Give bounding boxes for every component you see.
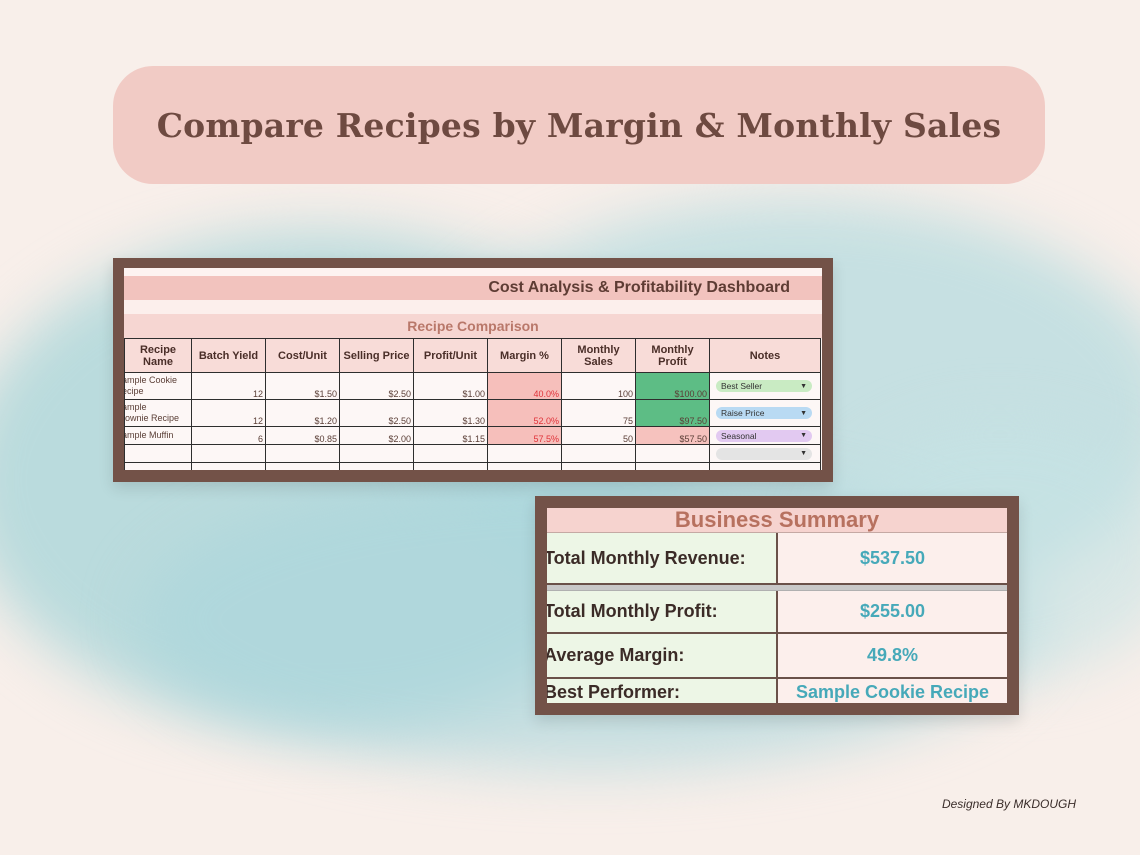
column-header[interactable]: Monthly Sales [561, 338, 636, 373]
notes-dropdown-empty[interactable]: ▼ [716, 447, 812, 460]
column-header[interactable]: Margin % [487, 338, 562, 373]
cost-unit-cell[interactable]: $1.20 [265, 399, 340, 427]
notes-cell[interactable]: Best Seller ▼ [709, 372, 821, 400]
business-summary-panel: Business Summary Total Monthly Revenue: … [535, 496, 1019, 715]
empty-cell[interactable] [191, 462, 266, 470]
column-header[interactable]: Batch Yield [191, 338, 266, 373]
empty-cell[interactable] [561, 444, 636, 463]
column-header[interactable]: Selling Price [339, 338, 414, 373]
summary-value-cell[interactable]: $255.00 [778, 591, 1007, 632]
empty-cell[interactable] [265, 444, 340, 463]
notes-cell[interactable]: ▼ [709, 444, 821, 463]
table-row: ample Cookieecipe 12 $1.50 $2.50 $1.00 4… [124, 372, 821, 400]
notes-dropdown[interactable]: Raise Price ▼ [716, 407, 812, 419]
margin-cell[interactable]: 57.5% [487, 426, 562, 445]
table-row: amplerownie Recipe 12 $1.20 $2.50 $1.30 … [124, 399, 821, 427]
table-row: ample Muffin 6 $0.85 $2.00 $1.15 57.5% 5… [124, 426, 821, 445]
profit-unit-cell[interactable]: $1.15 [413, 426, 488, 445]
margin-cell[interactable]: 40.0% [487, 372, 562, 400]
empty-cell[interactable] [339, 444, 414, 463]
summary-title-row: Business Summary [547, 508, 1007, 533]
notes-cell[interactable]: Raise Price ▼ [709, 399, 821, 427]
batch-yield-cell[interactable]: 12 [191, 399, 266, 427]
dropdown-arrow-icon[interactable]: ▼ [800, 450, 807, 457]
empty-cell[interactable] [487, 444, 562, 463]
summary-row-margin: Average Margin: 49.8% [547, 634, 1007, 679]
dashboard-title: Cost Analysis & Profitability Dashboard [488, 279, 790, 296]
monthly-sales-cell[interactable]: 50 [561, 426, 636, 445]
summary-row-best: Best Performer: Sample Cookie Recipe [547, 679, 1007, 703]
monthly-sales-cell[interactable]: 75 [561, 399, 636, 427]
batch-yield-cell[interactable]: 12 [191, 372, 266, 400]
summary-value-cell[interactable]: Sample Cookie Recipe [778, 679, 1007, 703]
monthly-sales-cell[interactable]: 100 [561, 372, 636, 400]
recipe-name-cell[interactable]: ample Cookieecipe [124, 372, 192, 400]
summary-value-cell[interactable]: $537.50 [778, 533, 1007, 583]
monthly-profit-cell[interactable]: $100.00 [635, 372, 710, 400]
selling-price-cell[interactable]: $2.00 [339, 426, 414, 445]
empty-cell[interactable] [413, 444, 488, 463]
section-header-row: Recipe Comparison [124, 314, 822, 338]
column-header[interactable]: Notes [709, 338, 821, 373]
column-header[interactable]: Monthly Profit [635, 338, 710, 373]
header-banner: Compare Recipes by Margin & Monthly Sale… [113, 66, 1045, 184]
batch-yield-cell[interactable]: 6 [191, 426, 266, 445]
summary-label-cell[interactable]: Best Performer: [547, 679, 778, 703]
header-row: Recipe Name Batch Yield Cost/Unit Sellin… [124, 338, 821, 373]
column-header[interactable]: Cost/Unit [265, 338, 340, 373]
notes-dropdown-value: Seasonal [721, 430, 757, 441]
empty-cell[interactable] [635, 444, 710, 463]
spreadsheet-view: Cost Analysis & Profitability Dashboard … [124, 268, 822, 470]
empty-cell[interactable] [413, 462, 488, 470]
profit-unit-cell[interactable]: $1.30 [413, 399, 488, 427]
empty-cell[interactable] [265, 462, 340, 470]
summary-row-profit: Total Monthly Profit: $255.00 [547, 591, 1007, 634]
empty-cell[interactable] [635, 462, 710, 470]
monthly-profit-cell[interactable]: $97.50 [635, 399, 710, 427]
row-divider [547, 585, 1007, 591]
selling-price-cell[interactable]: $2.50 [339, 399, 414, 427]
empty-cell[interactable] [709, 462, 821, 470]
empty-cell[interactable] [561, 462, 636, 470]
column-header[interactable]: Profit/Unit [413, 338, 488, 373]
column-header[interactable]: Recipe Name [124, 338, 192, 373]
notes-dropdown-value: Best Seller [721, 381, 763, 391]
dashboard-title-row: Cost Analysis & Profitability Dashboard [124, 276, 822, 300]
notes-cell[interactable]: Seasonal ▼ [709, 426, 821, 445]
empty-cell[interactable] [191, 444, 266, 463]
margin-cell[interactable]: 52.0% [487, 399, 562, 427]
summary-sheet: Business Summary Total Monthly Revenue: … [547, 508, 1007, 703]
spacer-row [124, 300, 822, 314]
dropdown-arrow-icon[interactable]: ▼ [800, 409, 807, 417]
summary-label-cell[interactable]: Total Monthly Revenue: [547, 533, 778, 583]
recipe-name-cell[interactable]: amplerownie Recipe [124, 399, 192, 427]
table-row-empty: ▼ [124, 444, 821, 463]
cost-unit-cell[interactable]: $1.50 [265, 372, 340, 400]
monthly-profit-cell[interactable]: $57.50 [635, 426, 710, 445]
summary-title: Business Summary [674, 508, 880, 532]
summary-label-cell[interactable]: Total Monthly Profit: [547, 591, 778, 632]
empty-cell[interactable] [124, 462, 192, 470]
summary-value-cell[interactable]: 49.8% [778, 634, 1007, 677]
recipe-comparison-table: Recipe Name Batch Yield Cost/Unit Sellin… [124, 338, 821, 470]
designer-credit: Designed By MKDOUGH [941, 797, 1076, 811]
empty-cell[interactable] [339, 462, 414, 470]
notes-dropdown-value: Raise Price [721, 408, 765, 418]
dashboard-panel: Cost Analysis & Profitability Dashboard … [113, 258, 833, 482]
summary-label-cell[interactable]: Average Margin: [547, 634, 778, 677]
summary-row-revenue: Total Monthly Revenue: $537.50 [547, 533, 1007, 585]
section-title: Recipe Comparison [407, 318, 539, 334]
selling-price-cell[interactable]: $2.50 [339, 372, 414, 400]
empty-cell[interactable] [487, 462, 562, 470]
empty-cell[interactable] [124, 444, 192, 463]
dropdown-arrow-icon[interactable]: ▼ [800, 432, 807, 439]
profit-unit-cell[interactable]: $1.00 [413, 372, 488, 400]
table-row-empty [124, 462, 821, 470]
cost-unit-cell[interactable]: $0.85 [265, 426, 340, 445]
notes-dropdown[interactable]: Best Seller ▼ [716, 380, 812, 392]
dropdown-arrow-icon[interactable]: ▼ [800, 382, 807, 390]
notes-dropdown[interactable]: Seasonal ▼ [716, 429, 812, 442]
page-title: Compare Recipes by Margin & Monthly Sale… [156, 105, 1002, 145]
recipe-name-cell[interactable]: ample Muffin [124, 426, 192, 445]
